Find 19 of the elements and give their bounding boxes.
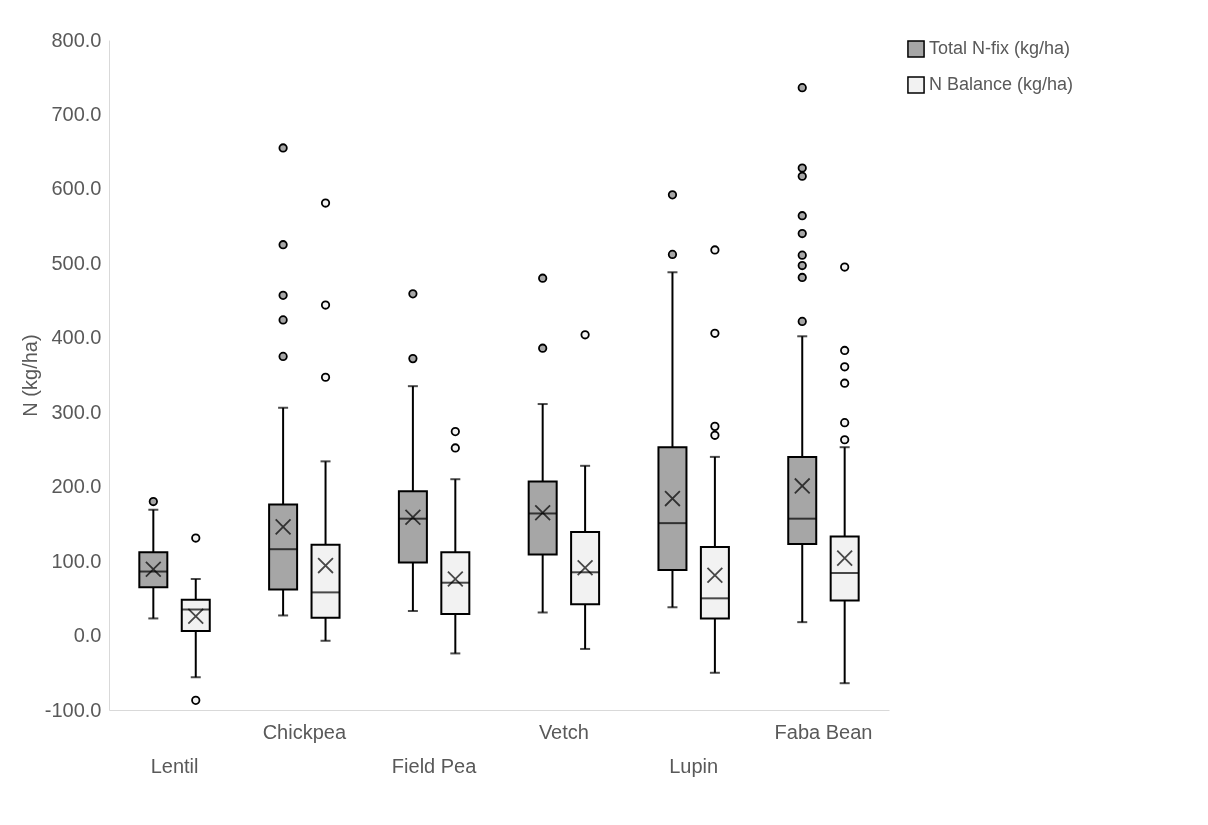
- y-tick-label: 100.0: [51, 549, 102, 572]
- x-tick-label: Field Pea: [391, 754, 478, 777]
- y-tick-label: 800.0: [51, 28, 102, 51]
- x-tick-label: Chickpea: [262, 720, 347, 743]
- x-tick-label: Faba Bean: [774, 720, 873, 743]
- x-tick-label: Lentil: [150, 754, 199, 777]
- x-tick-label: Lupin: [669, 754, 719, 777]
- legend-label: Total N-fix (kg/ha): [929, 38, 1071, 58]
- y-tick-label: 700.0: [51, 102, 102, 125]
- legend-label: N Balance (kg/ha): [929, 74, 1074, 94]
- x-tick-label: Vetch: [538, 720, 589, 743]
- y-axis-title: N (kg/ha): [18, 334, 41, 417]
- y-tick-label: 400.0: [51, 326, 102, 349]
- y-tick-label: -100.0: [44, 698, 102, 721]
- y-tick-label: 0.0: [73, 624, 102, 647]
- y-tick-label: 600.0: [51, 177, 102, 200]
- y-tick-label: 500.0: [51, 251, 102, 274]
- y-tick-label: 200.0: [51, 475, 102, 498]
- y-tick-label: 300.0: [51, 400, 102, 423]
